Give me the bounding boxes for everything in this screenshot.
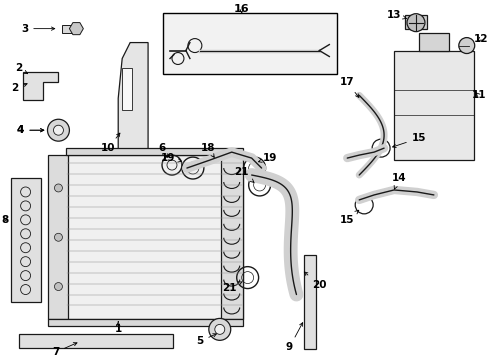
Text: 11: 11 [470,90,485,100]
Text: 17: 17 [339,77,358,98]
Text: 15: 15 [339,210,358,225]
Bar [404,15,426,29]
Text: 3: 3 [21,24,55,33]
Text: 21: 21 [234,167,253,183]
Bar [304,255,316,349]
Text: 12: 12 [472,33,487,44]
Text: 1: 1 [114,321,122,334]
Circle shape [208,319,230,340]
Polygon shape [69,23,83,35]
Polygon shape [118,42,148,155]
Text: 5: 5 [196,334,216,346]
Polygon shape [22,72,59,100]
Text: 21: 21 [222,282,242,293]
Bar [48,319,242,327]
Text: 7: 7 [52,343,77,357]
Circle shape [406,14,424,32]
Text: 4: 4 [17,125,44,135]
Text: 19: 19 [161,153,181,163]
Bar [19,334,173,348]
Text: 14: 14 [391,173,406,189]
Circle shape [214,324,224,334]
Bar [66,148,242,155]
Polygon shape [122,68,132,110]
Circle shape [54,184,62,192]
Circle shape [54,233,62,241]
Circle shape [53,125,63,135]
Bar [11,178,41,302]
Bar [220,155,242,319]
Text: 10: 10 [101,133,120,153]
Bar [66,155,242,319]
Circle shape [458,37,474,54]
Bar [418,33,448,50]
Bar [62,24,76,33]
Circle shape [54,283,62,291]
Text: 19: 19 [258,153,276,163]
Text: 6: 6 [158,143,167,157]
Text: 4: 4 [17,125,44,135]
Text: 2: 2 [11,83,27,93]
Text: 8: 8 [1,215,8,225]
Text: 18: 18 [200,143,215,157]
Text: 2: 2 [15,63,27,74]
Text: 15: 15 [392,133,426,148]
Text: 9: 9 [285,323,302,352]
Text: 13: 13 [386,10,406,20]
Circle shape [47,119,69,141]
Bar [163,13,337,75]
Bar [393,50,473,160]
Text: 16: 16 [233,4,249,14]
Text: 20: 20 [304,272,326,289]
Bar [48,155,68,319]
